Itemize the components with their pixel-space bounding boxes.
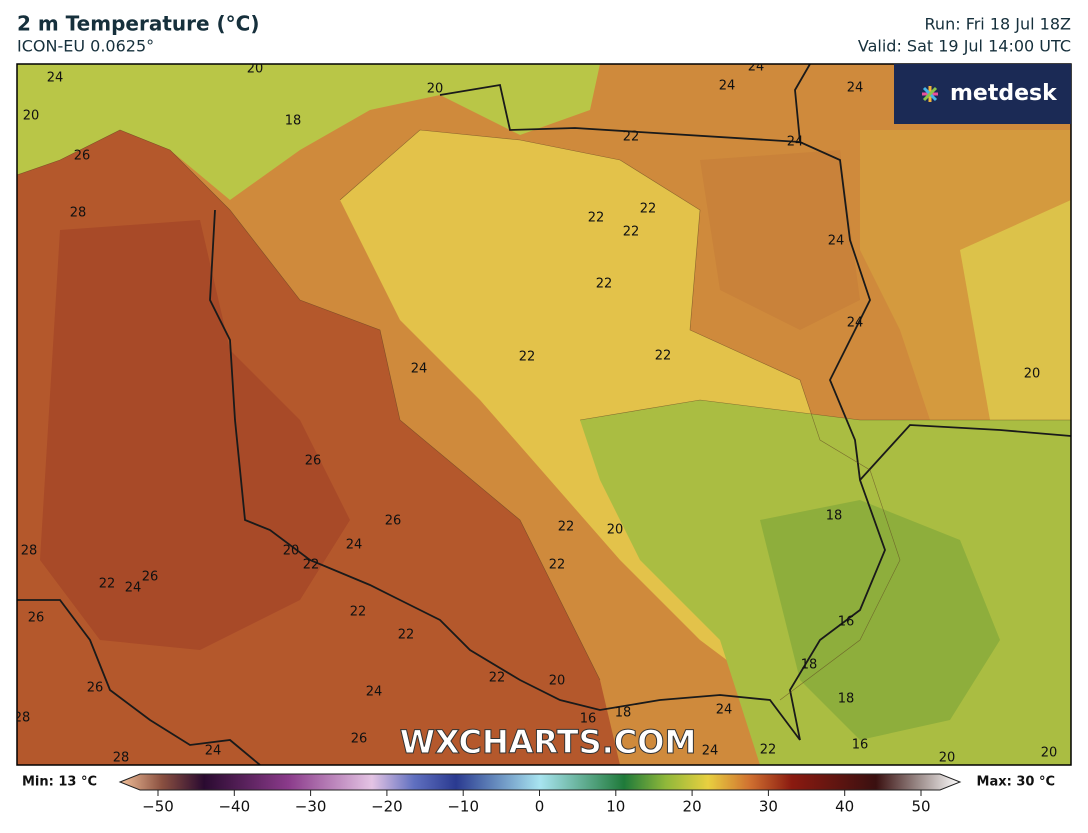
contour-label: 24 (702, 744, 719, 759)
contour-label: 28 (21, 544, 38, 559)
contour-label: 18 (838, 692, 855, 707)
contour-label: 24 (719, 79, 736, 94)
contours (17, 129, 1071, 701)
max-label: Max: 30 °C (977, 775, 1055, 790)
contour-label: 22 (596, 277, 613, 292)
model: ICON-EU 0.0625° (17, 37, 154, 56)
run: Run: Fri 18 Jul 18Z (925, 15, 1072, 34)
colorbar-tick-label: −20 (371, 798, 403, 816)
title: 2 m Temperature (°C) (17, 12, 259, 36)
mild-northeast (960, 200, 1071, 420)
colorbar-tick-label: 20 (683, 798, 702, 816)
contour-label: 24 (847, 81, 864, 96)
watermark: WXCHARTS.COM (400, 723, 697, 761)
warm-north (700, 150, 860, 330)
contour-label: 20 (549, 674, 566, 689)
contour-label: 22 (623, 130, 640, 145)
colorbar-tick-label: 40 (835, 798, 854, 816)
contour-label: 20 (427, 82, 444, 97)
contour-label: 26 (385, 514, 402, 529)
contour-label: 24 (47, 71, 64, 86)
contour-label: 16 (580, 712, 597, 727)
contour-label: 26 (87, 681, 104, 696)
colorbar-tick-label: 10 (606, 798, 625, 816)
contour-label: 20 (1041, 746, 1058, 761)
logo: metdesk (950, 81, 1058, 106)
contour-label: 22 (549, 558, 566, 573)
contour-label: 22 (640, 202, 657, 217)
contour-label: 22 (558, 520, 575, 535)
contour-label: 20 (283, 544, 300, 559)
contour-label: 24 (847, 316, 864, 331)
contour-label: 28 (113, 751, 130, 766)
contour-label: 24 (125, 581, 142, 596)
logo-icon (922, 86, 938, 102)
hot-west (40, 220, 350, 650)
contour-label: 24 (828, 234, 845, 249)
contour-label: 22 (760, 743, 777, 758)
contour-label: 26 (28, 611, 45, 626)
contour-label: 24 (787, 135, 804, 150)
contour-label: 22 (588, 211, 605, 226)
contour-label: 22 (623, 225, 640, 240)
contour-label: 22 (99, 577, 116, 592)
contour-label: 24 (716, 703, 733, 718)
contour-label: 22 (350, 605, 367, 620)
contour-label: 20 (247, 62, 264, 77)
map-frame (16, 63, 1072, 766)
contour-label: 24 (366, 685, 383, 700)
contour-label: 20 (23, 109, 40, 124)
colorbar-tick-label: 0 (535, 798, 545, 816)
contour-label: 24 (346, 538, 363, 553)
contour-label: 22 (489, 671, 506, 686)
contour-label: 22 (303, 558, 320, 573)
contour-label: 20 (1024, 367, 1041, 382)
colorbar (118, 773, 962, 791)
contour-label: 22 (519, 350, 536, 365)
contour-label: 20 (607, 523, 624, 538)
valid: Valid: Sat 19 Jul 14:00 UTC (858, 37, 1071, 56)
contour-label: 18 (826, 509, 843, 524)
contour-label: 16 (838, 615, 855, 630)
contour-label: 22 (398, 628, 415, 643)
min-label: Min: 13 °C (22, 775, 97, 790)
cooler-east (760, 500, 1000, 740)
borders (17, 64, 1071, 765)
contour-label: 18 (285, 114, 302, 129)
colorbar-tick-label: 50 (911, 798, 930, 816)
colorbar-tick-label: −40 (218, 798, 250, 816)
sea (17, 64, 600, 200)
map (17, 64, 1071, 765)
contour-label: 24 (748, 60, 765, 75)
contour-label: 28 (14, 711, 31, 726)
contour-label: 22 (655, 349, 672, 364)
colorbar-tick-label: −50 (142, 798, 174, 816)
colorbar-tick-label: 30 (759, 798, 778, 816)
contour-label: 20 (939, 751, 956, 766)
contour-label: 18 (801, 658, 818, 673)
colorbar-tick-label: −30 (295, 798, 327, 816)
contour-label: 26 (305, 454, 322, 469)
contour-label: 18 (615, 706, 632, 721)
contour-label: 26 (74, 149, 91, 164)
contour-label: 28 (70, 206, 87, 221)
contour-label: 16 (852, 738, 869, 753)
colorbar-tick-label: −10 (447, 798, 479, 816)
contour-label: 24 (411, 362, 428, 377)
contour-label: 26 (351, 732, 368, 747)
contour-label: 24 (205, 744, 222, 759)
contour-label: 26 (142, 570, 159, 585)
